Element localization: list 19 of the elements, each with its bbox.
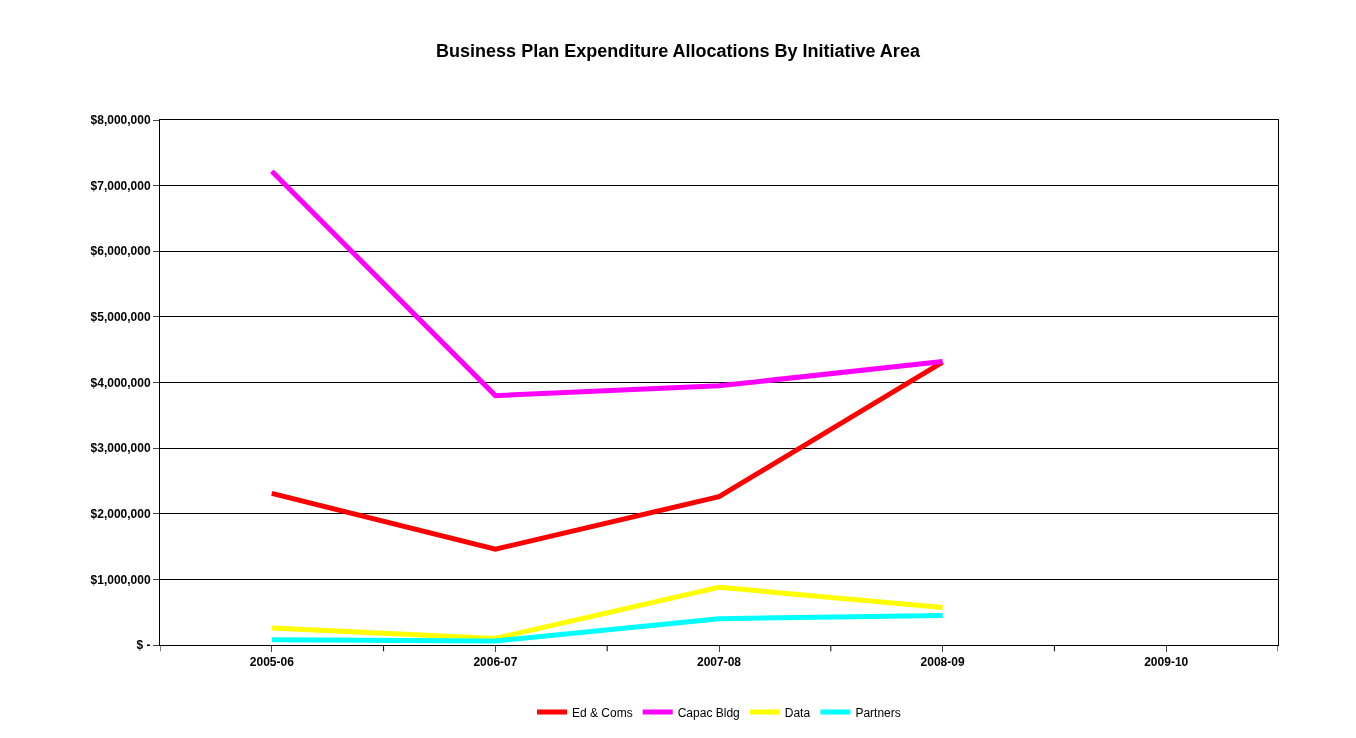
y-tick-label: $5,000,000 [90,310,151,325]
legend-label: Ed & Coms [572,705,633,720]
x-tick-label: 2005-06 [249,655,295,670]
y-tick-label: $3,000,000 [90,441,151,456]
x-tick-label: 2007-08 [696,655,742,670]
x-tick-label: 2006-07 [473,655,518,670]
legend-label: Partners [855,705,901,720]
chart-title: Business Plan Expenditure Allocations By Initiative Area [436,40,921,61]
y-tick-label: $4,000,000 [90,375,151,390]
legend-label: Data [784,705,811,720]
x-tick-label: 2009-10 [1144,655,1189,670]
y-tick-label: $2,000,000 [90,506,151,521]
y-tick-label: $6,000,000 [90,244,151,259]
x-tick-label: 2008-09 [920,655,965,670]
legend-label: Capac Bldg [677,705,740,720]
y-tick-label: $ - [136,638,151,653]
y-tick-label: $8,000,000 [90,113,151,128]
y-tick-label: $1,000,000 [90,572,151,587]
y-tick-label: $7,000,000 [90,178,151,193]
